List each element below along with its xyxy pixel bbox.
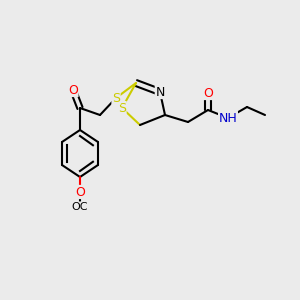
Text: O: O bbox=[75, 185, 85, 199]
Text: N: N bbox=[155, 85, 165, 98]
Text: O: O bbox=[68, 83, 78, 97]
Text: O: O bbox=[203, 86, 213, 100]
Text: OC: OC bbox=[72, 202, 88, 212]
Text: S: S bbox=[118, 101, 126, 115]
Text: S: S bbox=[112, 92, 120, 104]
Text: NH: NH bbox=[219, 112, 237, 124]
